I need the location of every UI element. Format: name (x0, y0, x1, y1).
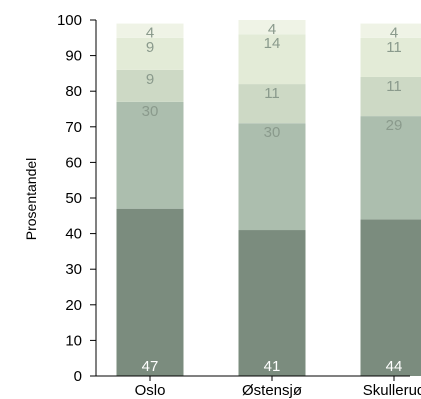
y-tick-label: 60 (65, 154, 82, 171)
bar-data-label: 14 (264, 35, 281, 52)
bar-data-label: 4 (146, 25, 154, 42)
y-tick-label: 30 (65, 261, 82, 278)
bar-segment (238, 84, 306, 124)
x-category-label: Oslo (135, 382, 166, 399)
bar-segment (116, 69, 184, 102)
y-tick-label: 90 (65, 48, 82, 65)
bars-group (116, 20, 421, 376)
bar-segment (238, 230, 306, 376)
bar-data-label: 11 (264, 85, 280, 102)
bar-data-label: 9 (146, 71, 154, 88)
bar-data-label: 30 (264, 124, 281, 141)
bar-segment (360, 37, 421, 77)
bar-data-label: 44 (386, 358, 403, 375)
bar-data-label: 9 (146, 39, 154, 56)
y-tick-label: 40 (65, 226, 82, 243)
bar-segment (238, 20, 306, 35)
bar-data-label: 4 (390, 25, 398, 42)
bar-data-label: 47 (142, 358, 159, 375)
bar-segment (360, 23, 421, 38)
x-axis-categories: Oslo Østensjø Skullerud (135, 376, 421, 399)
bar-segment (360, 76, 421, 117)
y-tick-label: 20 (65, 297, 82, 314)
bar-segment (116, 23, 184, 38)
y-axis-ticks: 0 10 20 30 40 50 60 70 80 90 100 (57, 12, 96, 385)
x-category-label: Skullerud (363, 382, 421, 399)
bar-data-label: 11 (386, 39, 402, 56)
y-axis-label: Prosentandel (23, 158, 39, 241)
bar-segment (116, 208, 184, 376)
bar-segment (238, 34, 306, 85)
bar-data-label: 11 (386, 78, 402, 95)
y-tick-label: 0 (74, 368, 82, 385)
y-tick-label: 10 (65, 332, 82, 349)
y-tick-label: 70 (65, 119, 82, 136)
bar-segment (116, 37, 184, 70)
bar-segment (360, 116, 421, 220)
bar-data-label: 30 (142, 103, 159, 120)
bar-data-label: 41 (264, 358, 281, 375)
y-tick-label: 100 (57, 12, 82, 29)
bar-segment (238, 123, 306, 231)
y-tick-label: 50 (65, 190, 82, 207)
bar-data-label: 29 (386, 117, 403, 134)
bar-segment (116, 101, 184, 209)
x-category-label: Østensjø (242, 382, 302, 399)
bar-segment (360, 219, 421, 376)
bar-data-label: 4 (268, 21, 276, 38)
y-tick-label: 80 (65, 83, 82, 100)
